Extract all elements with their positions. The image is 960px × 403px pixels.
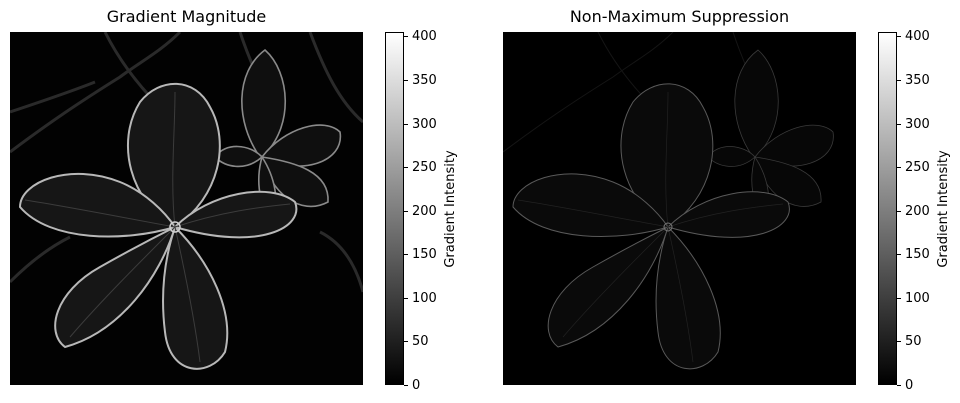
colorbar-left-label: Gradient Intensity xyxy=(443,150,458,268)
colorbar-left-tick xyxy=(404,341,408,342)
colorbar-right-label: Gradient Intensity xyxy=(936,150,951,268)
gradient-magnitude-image xyxy=(10,32,363,385)
colorbar-right-tick-label: 100 xyxy=(905,291,930,306)
colorbar-left-tick-label: 300 xyxy=(412,117,437,132)
colorbar-left-tick xyxy=(404,254,408,255)
colorbar-right-tick xyxy=(897,167,901,168)
colorbar-left-tick xyxy=(404,36,408,37)
colorbar-right xyxy=(878,32,897,385)
colorbar-right-tick-label: 0 xyxy=(905,378,914,393)
non-maximum-suppression-image xyxy=(503,32,856,385)
non-maximum-suppression-title: Non-Maximum Suppression xyxy=(569,7,790,26)
gradient-magnitude-title: Gradient Magnitude xyxy=(106,7,267,26)
colorbar-left-tick-label: 0 xyxy=(412,378,421,393)
colorbar-left-tick-label: 100 xyxy=(412,291,437,306)
colorbar-left-tick xyxy=(404,167,408,168)
colorbar-right-tick xyxy=(897,385,901,386)
colorbar-right-tick xyxy=(897,254,901,255)
colorbar-left-tick-label: 400 xyxy=(412,29,437,44)
colorbar-left-tick-label: 200 xyxy=(412,204,437,219)
colorbar-right-tick-label: 200 xyxy=(905,204,930,219)
colorbar-left-tick xyxy=(404,298,408,299)
colorbar-right-tick-label: 250 xyxy=(905,160,930,175)
colorbar-left-tick-label: 250 xyxy=(412,160,437,175)
colorbar-right-tick-label: 300 xyxy=(905,117,930,132)
colorbar-right-tick-label: 350 xyxy=(905,73,930,88)
colorbar-left-tick-label: 150 xyxy=(412,247,437,262)
colorbar-left-tick xyxy=(404,211,408,212)
colorbar-left-tick xyxy=(404,80,408,81)
colorbar-left-tick-label: 50 xyxy=(412,334,429,349)
colorbar-right-tick xyxy=(897,124,901,125)
colorbar-right-tick xyxy=(897,298,901,299)
colorbar-right-tick xyxy=(897,341,901,342)
colorbar-right-tick xyxy=(897,36,901,37)
colorbar-right-tick xyxy=(897,80,901,81)
colorbar-right-tick-label: 50 xyxy=(905,334,922,349)
colorbar-right-tick-label: 150 xyxy=(905,247,930,262)
colorbar-left-tick-label: 350 xyxy=(412,73,437,88)
colorbar-right-tick-label: 400 xyxy=(905,29,930,44)
colorbar-left xyxy=(385,32,404,385)
colorbar-left-tick xyxy=(404,385,408,386)
colorbar-right-tick xyxy=(897,211,901,212)
colorbar-left-tick xyxy=(404,124,408,125)
